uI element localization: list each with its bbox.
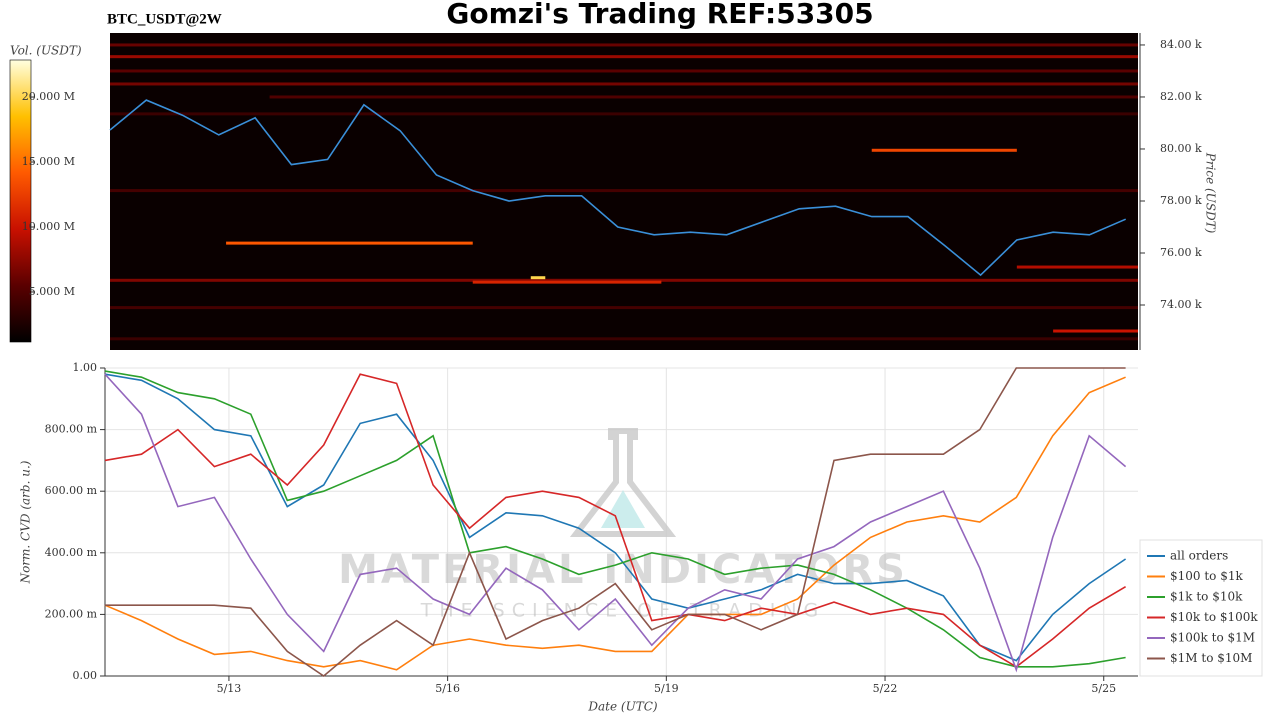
legend-label: $100k to $1M [1170,631,1255,645]
liquidity-level [1053,329,1138,333]
watermark-text: MATERIAL INDICATORS [338,547,908,593]
y-tick-label: 76.00 k [1160,246,1202,259]
liquidity-level [110,82,1138,86]
y-tick-label: 400.00 m [45,546,98,559]
y-tick-label: 1.00 [73,361,98,374]
liquidity-level [110,337,1138,341]
liquidity-level [110,55,1138,59]
y-tick-label: 82.00 k [1160,90,1202,103]
x-axis-label: Date (UTC) [587,700,657,714]
liquidity-level [472,280,662,284]
legend-label: $1k to $10k [1170,590,1243,604]
liquidity-level [269,95,1138,99]
flask-liquid [601,490,645,528]
x-tick-label: 5/13 [217,682,242,695]
x-tick-label: 5/25 [1091,682,1116,695]
legend-label: $100 to $1k [1170,569,1243,583]
series-line [104,373,1127,662]
chart-title: Gomzi's Trading REF:53305 [446,0,873,30]
y-axis-label: Norm. CVD (arb. u.) [19,460,33,584]
liquidity-level [226,241,473,245]
y-tick-label: 74.00 k [1160,298,1202,311]
y-tick-label: 800.00 m [45,423,98,436]
colorbar-tick-label: 10.000 M [22,220,75,233]
symbol: BTC_USDT@2W [107,11,222,27]
liquidity-level [530,276,546,280]
liquidity-level [871,148,1017,152]
series-line [104,370,1126,668]
liquidity-level [110,69,1138,73]
watermark-text: THE SCIENCE OF TRADING [420,600,826,622]
colorbar-tick-label: 15.000 M [22,155,75,168]
legend-box [1139,539,1263,677]
liquidity-level [110,112,1138,116]
liquidity-level [1016,265,1138,269]
colorbar-label: Vol. (USDT) [10,44,82,58]
y-tick-label: 600.00 m [45,484,98,497]
x-tick-label: 5/22 [873,682,898,695]
legend-label: $10k to $100k [1170,610,1258,624]
liquidity-level [110,43,1138,47]
price-line [109,99,1127,277]
y-tick-label: 84.00 k [1160,38,1202,51]
x-tick-label: 5/16 [435,682,460,695]
liquidity-level [110,189,1138,193]
y-tick-label: 0.00 [73,669,98,682]
series-line [105,367,1126,678]
liquidity-level [110,278,1138,282]
liquidity-level [110,306,1138,310]
series-line [104,373,1127,673]
colorbar [9,59,32,343]
watermark [569,428,677,537]
colorbar-tick-label: 20.000 M [22,90,75,103]
y-tick-label: 78.00 k [1160,194,1202,207]
legend-label: $1M to $10M [1170,651,1252,665]
series-line [104,373,1127,668]
y-tick-label: 80.00 k [1160,142,1202,155]
colorbar-tick-label: 5.000 M [29,285,75,298]
y-tick-label: 200.00 m [45,607,98,620]
legend-label: all orders [1170,549,1228,563]
x-tick-label: 5/19 [654,682,679,695]
y-axis-label: Price (USDT) [1204,152,1218,234]
flask-icon [569,428,677,537]
